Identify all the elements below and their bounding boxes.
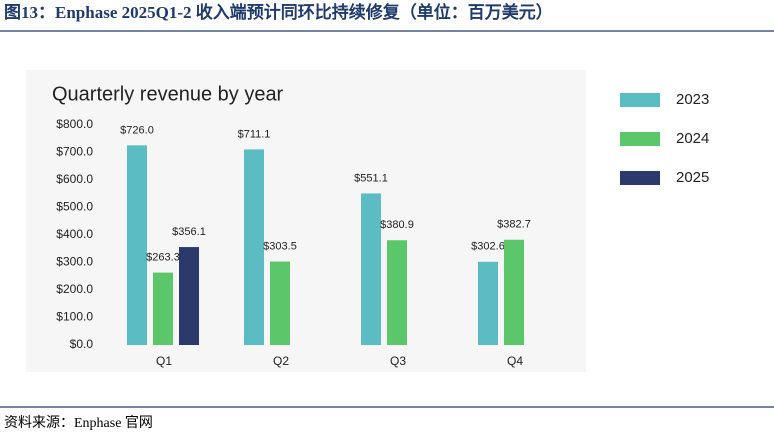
y-tick-label: $400.0	[56, 227, 93, 241]
value-label: $726.0	[120, 124, 154, 136]
value-label: $356.1	[172, 226, 206, 238]
bar	[387, 240, 407, 345]
y-tick-label: $600.0	[56, 172, 93, 186]
value-label: $263.3	[146, 251, 180, 263]
bar	[270, 261, 290, 345]
legend-swatch	[620, 132, 660, 146]
value-label: $711.1	[238, 128, 271, 140]
value-label: $380.9	[380, 219, 414, 231]
y-tick-label: $700.0	[56, 145, 93, 159]
value-label: $551.1	[354, 172, 388, 184]
bar	[504, 239, 524, 345]
x-tick-label: Q1	[156, 354, 172, 368]
value-label: $302.6	[471, 241, 505, 253]
bar	[244, 149, 264, 345]
bar	[361, 193, 381, 345]
legend-swatch	[620, 171, 660, 185]
x-tick-label: Q3	[390, 354, 406, 368]
legend-label: 2024	[676, 130, 709, 147]
bar	[478, 261, 498, 345]
y-tick-label: $100.0	[56, 310, 93, 324]
source: 资料来源：Enphase 官网	[4, 415, 153, 431]
y-tick-label: $800.0	[56, 117, 93, 131]
legend-label: 2023	[676, 91, 709, 108]
bar	[153, 272, 173, 345]
legend-label: 2025	[676, 169, 709, 186]
y-tick-label: $300.0	[56, 255, 93, 269]
y-tick-label: $500.0	[56, 200, 93, 214]
y-tick-label: $0.0	[70, 337, 94, 351]
value-label: $303.5	[263, 240, 297, 252]
bar	[179, 247, 199, 345]
bar	[127, 145, 147, 345]
figure-title: 图13：Enphase 2025Q1-2 收入端预计同环比持续修复（单位：百万美…	[4, 2, 553, 22]
x-tick-label: Q4	[507, 354, 523, 368]
legend-swatch	[620, 93, 660, 107]
value-label: $382.7	[497, 219, 531, 231]
chart-title: Quarterly revenue by year	[52, 83, 284, 105]
x-tick-label: Q2	[273, 354, 289, 368]
y-tick-label: $200.0	[56, 282, 93, 296]
